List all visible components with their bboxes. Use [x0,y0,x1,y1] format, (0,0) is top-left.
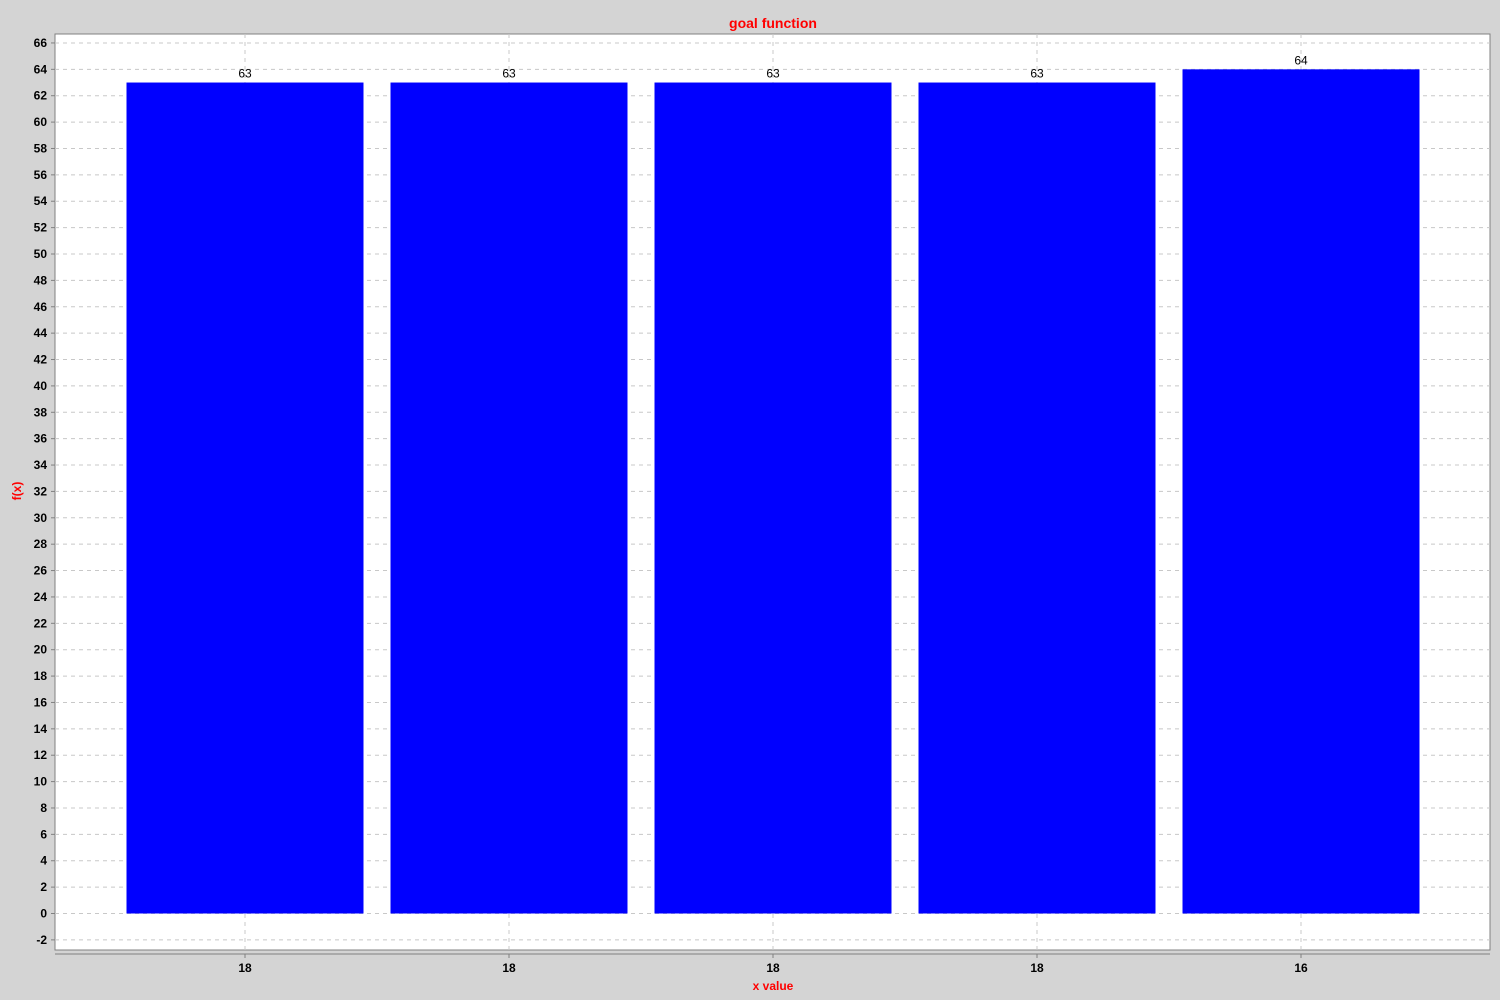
y-tick-label: 12 [34,748,48,762]
bar [126,82,364,914]
y-tick-label: 48 [34,273,48,287]
bars: 63 63 63 63 64 [126,53,1420,914]
y-tick-label: 10 [34,775,48,789]
y-axis-label: f(x) [10,482,24,501]
y-tick-label: 6 [40,827,47,841]
y-tick-label: 64 [34,62,48,76]
y-tick-label: 34 [34,458,48,472]
bar [390,82,628,914]
y-tick-label: 8 [40,801,47,815]
y-tick-label: 56 [34,168,48,182]
x-tick-label: 18 [502,961,516,975]
x-tick-label: 18 [1030,961,1044,975]
x-tick-label: 16 [1294,961,1308,975]
y-tick-label: 2 [40,880,47,894]
y-tick-label: 54 [34,194,48,208]
x-axis-label: x value [753,979,794,993]
y-tick-label: 66 [34,36,48,50]
y-tick-label: 46 [34,300,48,314]
y-tick-label: -2 [36,933,47,947]
bar [1182,69,1420,914]
bar-value-label: 63 [502,67,516,81]
bar-value-label: 63 [238,67,252,81]
y-tick-label: 30 [34,511,48,525]
y-tick-label: 62 [34,89,48,103]
bar [918,82,1156,914]
y-tick-label: 20 [34,643,48,657]
y-tick-label: 52 [34,221,48,235]
x-tick-label: 18 [766,961,780,975]
x-axis: 18 18 18 18 16 [55,953,1490,975]
y-tick-label: 32 [34,484,48,498]
y-tick-label: 58 [34,141,48,155]
y-tick-label: 18 [34,669,48,683]
bar [654,82,892,914]
y-tick-label: 50 [34,247,48,261]
y-tick-label: 4 [40,854,47,868]
chart-title: goal function [729,15,817,31]
y-tick-label: 44 [34,326,48,340]
x-tick-label: 18 [238,961,252,975]
y-tick-label: 0 [40,907,47,921]
y-axis: -202468101214161820222426283032343638404… [34,36,55,947]
y-tick-label: 42 [34,353,48,367]
y-tick-label: 40 [34,379,48,393]
y-tick-label: 28 [34,537,48,551]
y-tick-label: 26 [34,564,48,578]
y-tick-label: 22 [34,616,48,630]
y-tick-label: 38 [34,405,48,419]
bar-value-label: 63 [1030,67,1044,81]
bar-value-label: 63 [766,67,780,81]
y-tick-label: 60 [34,115,48,129]
bar-value-label: 64 [1294,53,1308,67]
y-tick-label: 24 [34,590,48,604]
y-tick-label: 14 [34,722,48,736]
y-tick-label: 36 [34,432,48,446]
y-tick-label: 16 [34,695,48,709]
